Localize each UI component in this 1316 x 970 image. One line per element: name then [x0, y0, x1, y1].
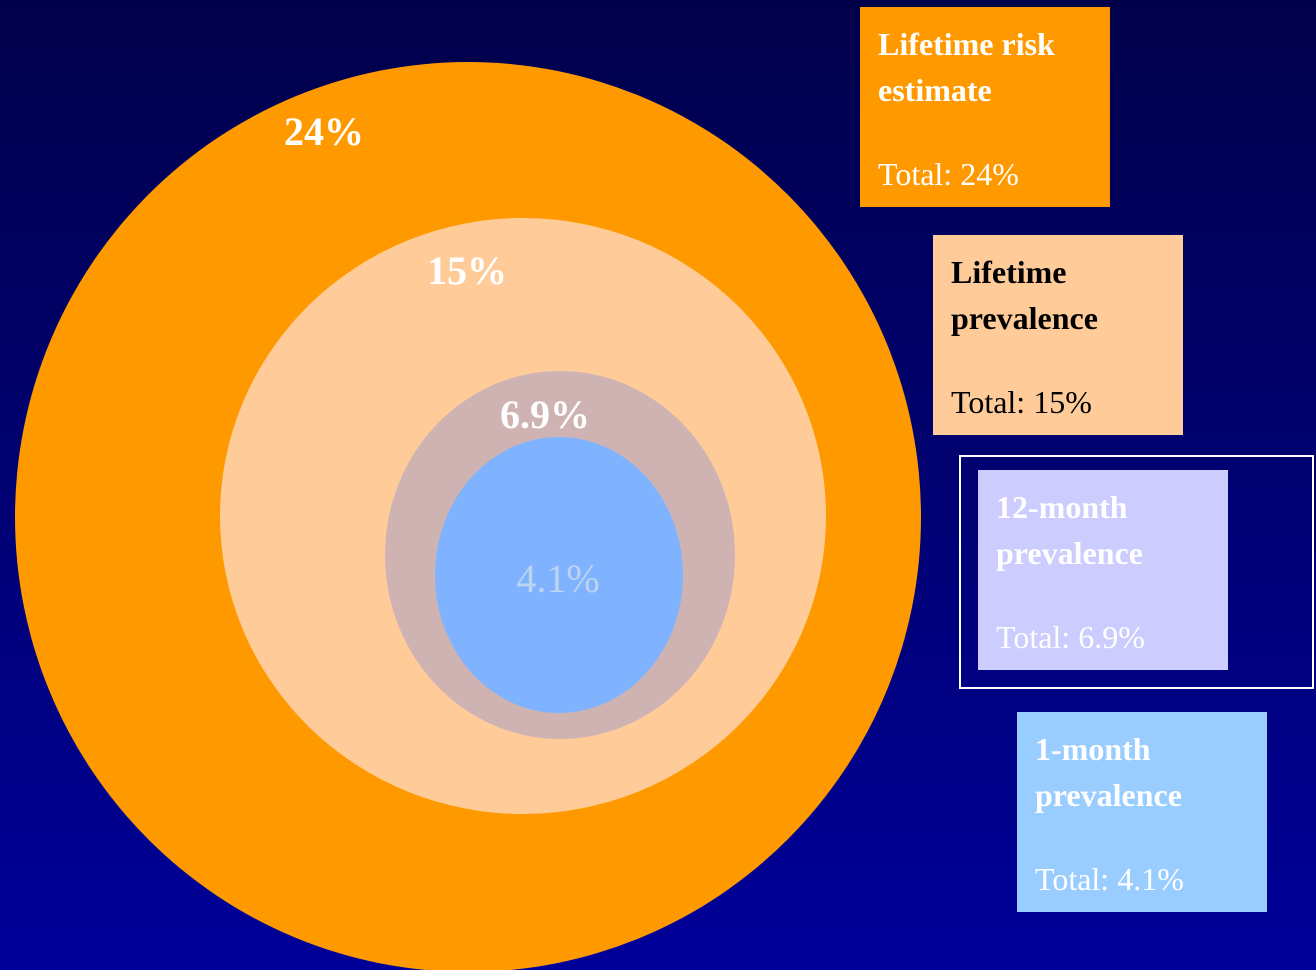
legend-box: Lifetime prevalence Total: 15%	[933, 235, 1183, 435]
highlight-frame	[959, 455, 1314, 689]
legend-title: 1-month prevalence	[1035, 731, 1182, 814]
legend-total: Total: 6.9%	[996, 618, 1145, 655]
circle-label: 24%	[284, 109, 364, 154]
legend-title: 12-month prevalence	[996, 489, 1143, 572]
legend-title: Lifetime risk estimate	[878, 26, 1055, 109]
legend-box: Lifetime risk estimate Total: 24%	[860, 7, 1110, 207]
legend-box: 1-month prevalence Total: 4.1%	[1017, 712, 1267, 912]
circle-label: 4.1%	[516, 556, 599, 601]
legend-total: Total: 4.1%	[1035, 860, 1184, 897]
legend-box: 12-month prevalence Total: 6.9%	[978, 470, 1228, 670]
circle-label: 6.9%	[500, 392, 590, 437]
legend-total: Total: 24%	[878, 155, 1019, 192]
circle-1-month	[435, 437, 683, 713]
circle-label: 15%	[427, 248, 507, 293]
legend-title: Lifetime prevalence	[951, 254, 1098, 337]
legend-total: Total: 15%	[951, 383, 1092, 420]
